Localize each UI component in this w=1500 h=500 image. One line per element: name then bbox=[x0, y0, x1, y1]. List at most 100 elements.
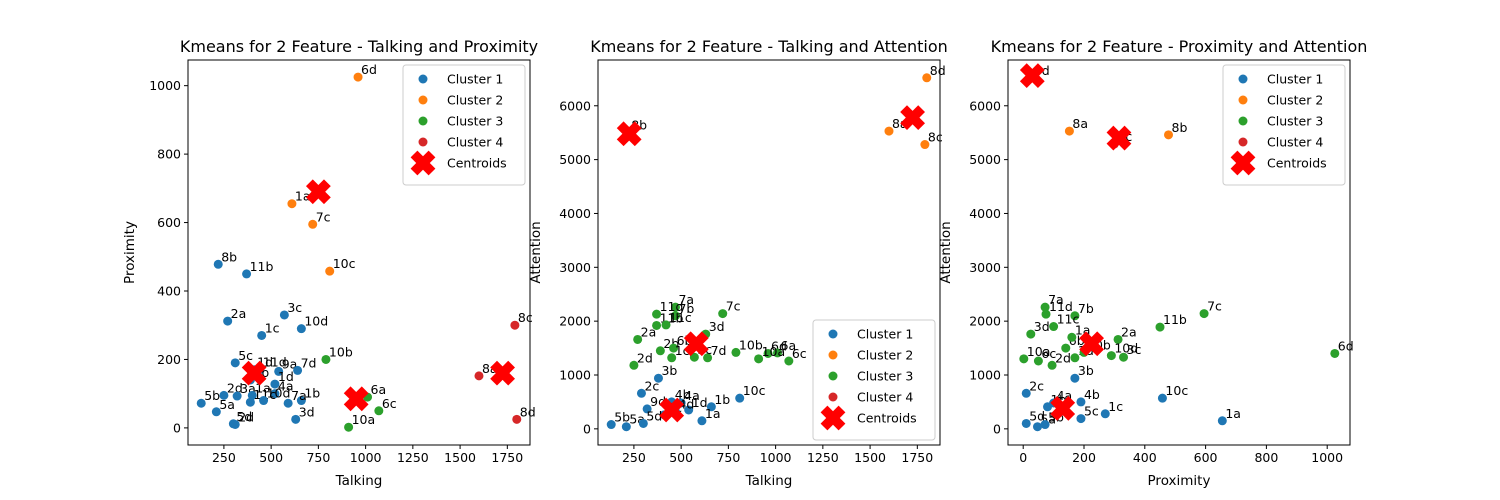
point-label: 7a bbox=[678, 292, 694, 307]
data-point bbox=[689, 352, 699, 362]
centroid-marker bbox=[305, 179, 331, 205]
y-axis-label: Attention bbox=[528, 221, 544, 283]
point-label: 5b bbox=[614, 410, 630, 425]
point-label: 3d bbox=[299, 404, 315, 419]
point-label: 7d bbox=[301, 355, 317, 370]
point-label: 7b bbox=[1078, 301, 1094, 316]
point-label: 10b bbox=[329, 344, 353, 359]
point-label: 2d bbox=[1055, 350, 1071, 365]
plot-frame bbox=[187, 59, 531, 446]
x-tick-label: 250 bbox=[622, 450, 646, 465]
y-tick-label: 2000 bbox=[559, 314, 591, 329]
x-tick-label: 200 bbox=[1072, 450, 1096, 465]
data-point bbox=[1070, 353, 1080, 363]
y-tick-label: 2000 bbox=[969, 314, 1001, 329]
point-label: 2d bbox=[637, 350, 653, 365]
point-label: 7d bbox=[711, 343, 727, 358]
data-point bbox=[606, 420, 616, 430]
legend-box bbox=[1222, 64, 1346, 186]
legend-label: Centroids bbox=[1267, 156, 1327, 171]
data-point bbox=[283, 398, 293, 408]
x-tick-label: 1000 bbox=[760, 450, 792, 465]
point-label: 11c bbox=[253, 387, 276, 402]
point-label: 3b bbox=[1078, 363, 1094, 378]
point-label: 6c bbox=[1041, 346, 1056, 361]
centroid-marker bbox=[343, 386, 369, 412]
point-label: 7c bbox=[1207, 299, 1222, 314]
legend-marker bbox=[1238, 116, 1248, 126]
data-point bbox=[1217, 416, 1227, 426]
point-label: 2c bbox=[1029, 378, 1044, 393]
data-point bbox=[474, 371, 484, 381]
data-point bbox=[784, 356, 794, 366]
point-label: 7a bbox=[291, 388, 307, 403]
data-point bbox=[1070, 373, 1080, 383]
data-point bbox=[232, 391, 242, 401]
legend-label: Cluster 1 bbox=[1267, 72, 1323, 87]
data-point bbox=[703, 353, 713, 363]
point-label: 1a bbox=[295, 189, 311, 204]
legend-label: Cluster 4 bbox=[1267, 135, 1323, 150]
y-tick-label: 3000 bbox=[969, 260, 1001, 275]
data-point bbox=[697, 416, 707, 426]
point-label: 1d bbox=[692, 395, 708, 410]
data-point bbox=[287, 199, 297, 209]
legend-label: Cluster 3 bbox=[857, 369, 913, 384]
data-point bbox=[270, 379, 280, 389]
point-label: 6a bbox=[781, 338, 797, 353]
legend-marker bbox=[828, 371, 838, 381]
point-label: 10d bbox=[304, 314, 328, 329]
legend-marker bbox=[1238, 95, 1248, 105]
legend-label: Cluster 3 bbox=[447, 114, 503, 129]
data-point bbox=[259, 396, 269, 406]
point-label: 10d bbox=[1114, 341, 1138, 356]
point-label: 11d bbox=[1049, 299, 1073, 314]
point-label: 8d bbox=[520, 404, 536, 419]
x-tick-label: 400 bbox=[1133, 450, 1157, 465]
x-tick-label: 1750 bbox=[491, 450, 523, 465]
data-point bbox=[230, 419, 240, 429]
data-point bbox=[773, 348, 783, 358]
y-tick-label: 5000 bbox=[559, 152, 591, 167]
point-label: 2d bbox=[238, 409, 254, 424]
point-label: 11c bbox=[1057, 312, 1080, 327]
data-point bbox=[1032, 422, 1042, 432]
data-point bbox=[1076, 414, 1086, 424]
point-label: 7c bbox=[726, 299, 741, 314]
data-point bbox=[296, 396, 306, 406]
y-tick-label: 1000 bbox=[969, 368, 1001, 383]
data-point bbox=[884, 126, 894, 136]
point-label: 7a bbox=[1048, 292, 1064, 307]
legend-label: Cluster 1 bbox=[857, 327, 913, 342]
x-axis-label: Talking bbox=[745, 473, 793, 489]
centroid-marker bbox=[490, 360, 516, 386]
point-label: 3b bbox=[661, 363, 677, 378]
legend: Cluster 1 Cluster 2 Cluster 3 Cluster 4 Cent… bbox=[402, 64, 526, 186]
chart-title: Kmeans for 2 Feature - Talking and Atten… bbox=[590, 37, 948, 56]
point-label: 1c bbox=[265, 320, 280, 335]
data-point bbox=[512, 414, 522, 424]
x-tick-label: 600 bbox=[1194, 450, 1218, 465]
data-point bbox=[1067, 332, 1077, 342]
x-axis-label: Talking bbox=[335, 473, 383, 489]
point-label: 10c bbox=[1165, 383, 1188, 398]
data-point bbox=[230, 358, 240, 368]
data-point bbox=[638, 418, 648, 428]
y-tick-label: 4000 bbox=[969, 206, 1001, 221]
data-point bbox=[1076, 397, 1086, 407]
point-label: 2a bbox=[231, 306, 247, 321]
x-tick-label: 1000 bbox=[1311, 450, 1343, 465]
point-label: 5c bbox=[238, 348, 253, 363]
centroid-marker bbox=[1019, 63, 1045, 89]
point-label: 1a bbox=[705, 406, 721, 421]
point-label: 3c bbox=[287, 300, 302, 315]
data-point bbox=[1021, 388, 1031, 398]
data-point bbox=[211, 407, 221, 417]
panel-proximity-attention: Kmeans for 2 Feature - Proximity and Att… bbox=[938, 37, 1367, 489]
panel-talking-attention: Kmeans for 2 Feature - Talking and Atten… bbox=[528, 37, 948, 489]
data-point bbox=[1100, 409, 1110, 419]
x-tick-label: 1250 bbox=[397, 450, 429, 465]
point-label: 2a bbox=[641, 324, 657, 339]
point-label: 6c bbox=[792, 346, 807, 361]
centroid-marker bbox=[616, 121, 642, 147]
